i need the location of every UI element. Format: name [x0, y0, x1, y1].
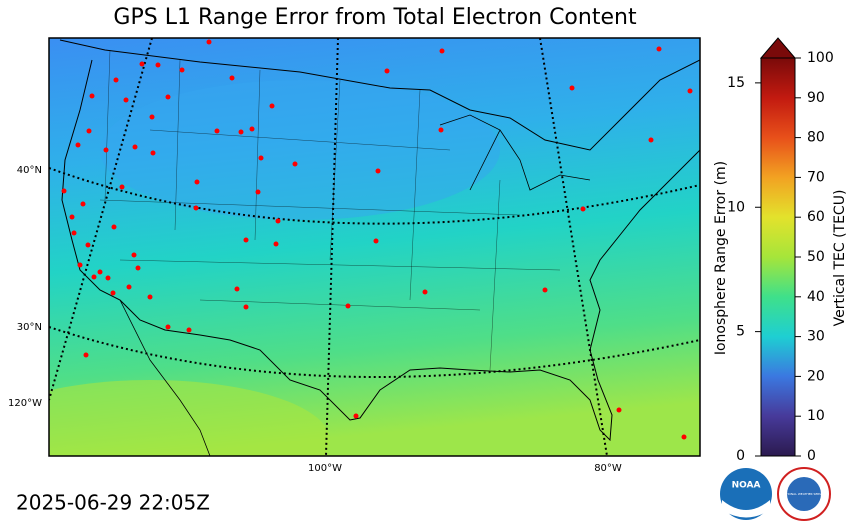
y-tick-label: 10	[727, 199, 745, 215]
lon-label: 80°W	[594, 463, 622, 474]
nws-center	[787, 477, 821, 511]
lat-label: 30°N	[17, 322, 42, 333]
noaa-wave	[722, 500, 770, 518]
stations	[61, 39, 693, 440]
y2-tick-label: 40	[807, 289, 825, 305]
y2-tick-label: 10	[807, 408, 825, 424]
logos: NOAA NATIONAL WEATHER SERVICE	[720, 467, 831, 521]
tec-contour	[49, 380, 330, 456]
title: GPS L1 Range Error from Total Electron C…	[113, 5, 637, 30]
y2-tick-label: 60	[807, 209, 825, 225]
y2-tick-label: 20	[807, 368, 825, 384]
graticule	[49, 38, 700, 456]
y2-tick-label: 70	[807, 169, 825, 185]
noaa-text: NOAA	[732, 481, 761, 491]
great-lakes	[439, 114, 591, 191]
y2-tick-label: 0	[807, 448, 816, 464]
colorbar-fill	[761, 58, 795, 456]
axis-label: Ionosphere Range Error (m)	[713, 161, 729, 355]
lon-label: 100°W	[308, 463, 342, 474]
colorbar-extend	[759, 37, 797, 59]
colorbar	[759, 37, 797, 457]
lat-label: 40°N	[17, 165, 42, 176]
noaa-logo	[720, 468, 772, 520]
y2-tick-label: 80	[807, 130, 825, 146]
lon-label: 120°W	[8, 398, 42, 409]
timestamp: 2025-06-29 22:05Z	[16, 491, 210, 515]
y2-tick-label: 50	[807, 249, 825, 265]
y-tick-label: 5	[736, 324, 745, 340]
coastline	[61, 59, 700, 442]
map-frame	[48, 37, 701, 457]
map	[49, 38, 700, 456]
state-lines	[99, 49, 561, 371]
y-tick-label: 0	[736, 448, 745, 464]
y-tick-label: 15	[727, 75, 745, 91]
y2-tick-label: 90	[807, 90, 825, 106]
tec-contour	[100, 80, 500, 220]
border	[59, 39, 700, 151]
y2-tick-label: 30	[807, 329, 825, 345]
axis-label: Vertical TEC (TECU)	[832, 190, 848, 327]
y2-tick-label: 100	[807, 50, 834, 66]
nws-text: NATIONAL WEATHER SERVICE	[782, 492, 827, 496]
coastline	[119, 299, 211, 456]
